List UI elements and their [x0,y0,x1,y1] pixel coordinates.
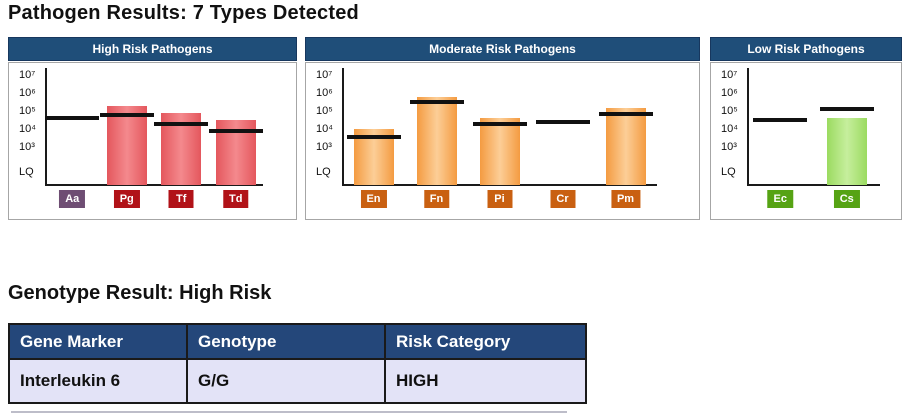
threshold-line-Cr [535,119,590,124]
y-tick-label: 10⁴ [721,123,738,135]
y-tick-label: 10³ [721,141,737,153]
plot-area [342,63,657,186]
y-axis-line [45,68,47,186]
y-axis-line [342,68,344,186]
bar-Pi [479,118,520,185]
chart-moderate-risk: 10⁷ 10⁶ 10⁵ 10⁴ 10³ LQ En Fn Pi Cr Pm [305,62,700,220]
header-cell-genotype: Genotype [186,323,386,360]
panel-moderate-risk: Moderate Risk Pathogens 10⁷ 10⁶ 10⁵ 10⁴ 10³ L… [305,37,700,220]
panel-title-low-risk: Low Risk Pathogens [710,37,902,61]
chart-high-risk: 10⁷ 10⁶ 10⁵ 10⁴ 10³ LQ Aa Pg Tf Td [8,62,297,220]
chart-low-risk: 10⁷ 10⁶ 10⁵ 10⁴ 10³ LQ Ec Cs [710,62,902,220]
badge-Pi: Pi [487,190,512,208]
panel-title-moderate-risk: Moderate Risk Pathogens [305,37,700,61]
y-tick-label: 10⁵ [721,105,738,117]
badge-row: En Fn Pi Cr Pm [342,190,657,212]
threshold-line-En [346,135,401,140]
threshold-line-Td [208,128,263,133]
badge-Ec: Ec [767,190,793,208]
badge-Aa: Aa [59,190,86,208]
bar-Pg [106,105,147,185]
y-tick-label: 10⁷ [19,69,36,81]
threshold-line-Cs [819,106,874,111]
cell-genotype: G/G [186,358,386,404]
badge-Pg: Pg [113,190,140,208]
bar-Fn [416,96,457,185]
header-cell-gene-marker: Gene Marker [8,323,188,360]
badge-Cs: Cs [833,190,860,208]
panel-title-high-risk: High Risk Pathogens [8,37,297,61]
y-tick-label: 10⁶ [721,87,738,99]
genotype-table-row: Interleukin 6 G/G HIGH [8,358,587,404]
badge-Tf: Tf [168,190,194,208]
y-axis-line [747,68,749,186]
y-tick-label: 10⁷ [316,69,333,81]
header-cell-risk-category: Risk Category [384,323,587,360]
badge-En: En [360,190,387,208]
y-tick-label: 10⁵ [316,105,333,117]
y-tick-label-lq: LQ [316,166,331,178]
x-axis-line [342,184,657,186]
table-shadow-line [11,411,567,413]
badge-Fn: Fn [423,190,450,208]
cell-gene-marker: Interleukin 6 [8,358,188,404]
plot-area [45,63,263,186]
y-tick-label: 10⁵ [19,105,36,117]
panel-high-risk: High Risk Pathogens 10⁷ 10⁶ 10⁵ 10⁴ 10³ LQ Aa P… [8,37,297,220]
bar-Pm [605,107,646,185]
badge-row: Aa Pg Tf Td [45,190,263,212]
y-tick-label: 10⁷ [721,69,738,81]
x-axis-line [45,184,263,186]
y-tick-label: 10⁶ [19,87,36,99]
y-tick-label: 10⁴ [19,123,36,135]
threshold-line-Pg [99,112,154,117]
threshold-line-Tf [154,121,209,126]
plot-area [747,63,880,186]
panel-low-risk: Low Risk Pathogens 10⁷ 10⁶ 10⁵ 10⁴ 10³ LQ Ec Cs [710,37,902,220]
page-title: Pathogen Results: 7 Types Detected [8,2,359,24]
x-axis-line [747,184,880,186]
y-tick-label: 10⁶ [316,87,333,99]
y-tick-label: 10³ [19,141,35,153]
badge-Td: Td [223,190,249,208]
genotype-table: Gene Marker Genotype Risk Category Inter… [8,323,587,404]
threshold-line-Fn [409,100,464,105]
y-tick-label: 10⁴ [316,123,333,135]
badge-row: Ec Cs [747,190,880,212]
y-tick-label-lq: LQ [19,166,34,178]
threshold-line-Ec [753,118,808,123]
threshold-line-Pm [598,111,653,116]
y-tick-label-lq: LQ [721,166,736,178]
badge-Cr: Cr [550,190,575,208]
genotype-table-header-row: Gene Marker Genotype Risk Category [8,323,587,360]
y-tick-label: 10³ [316,141,332,153]
badge-Pm: Pm [610,190,641,208]
bar-Cs [826,118,867,185]
genotype-heading: Genotype Result: High Risk [8,282,272,304]
cell-risk-category: HIGH [384,358,587,404]
threshold-line-Pi [472,121,527,126]
threshold-line-Aa [45,116,100,121]
